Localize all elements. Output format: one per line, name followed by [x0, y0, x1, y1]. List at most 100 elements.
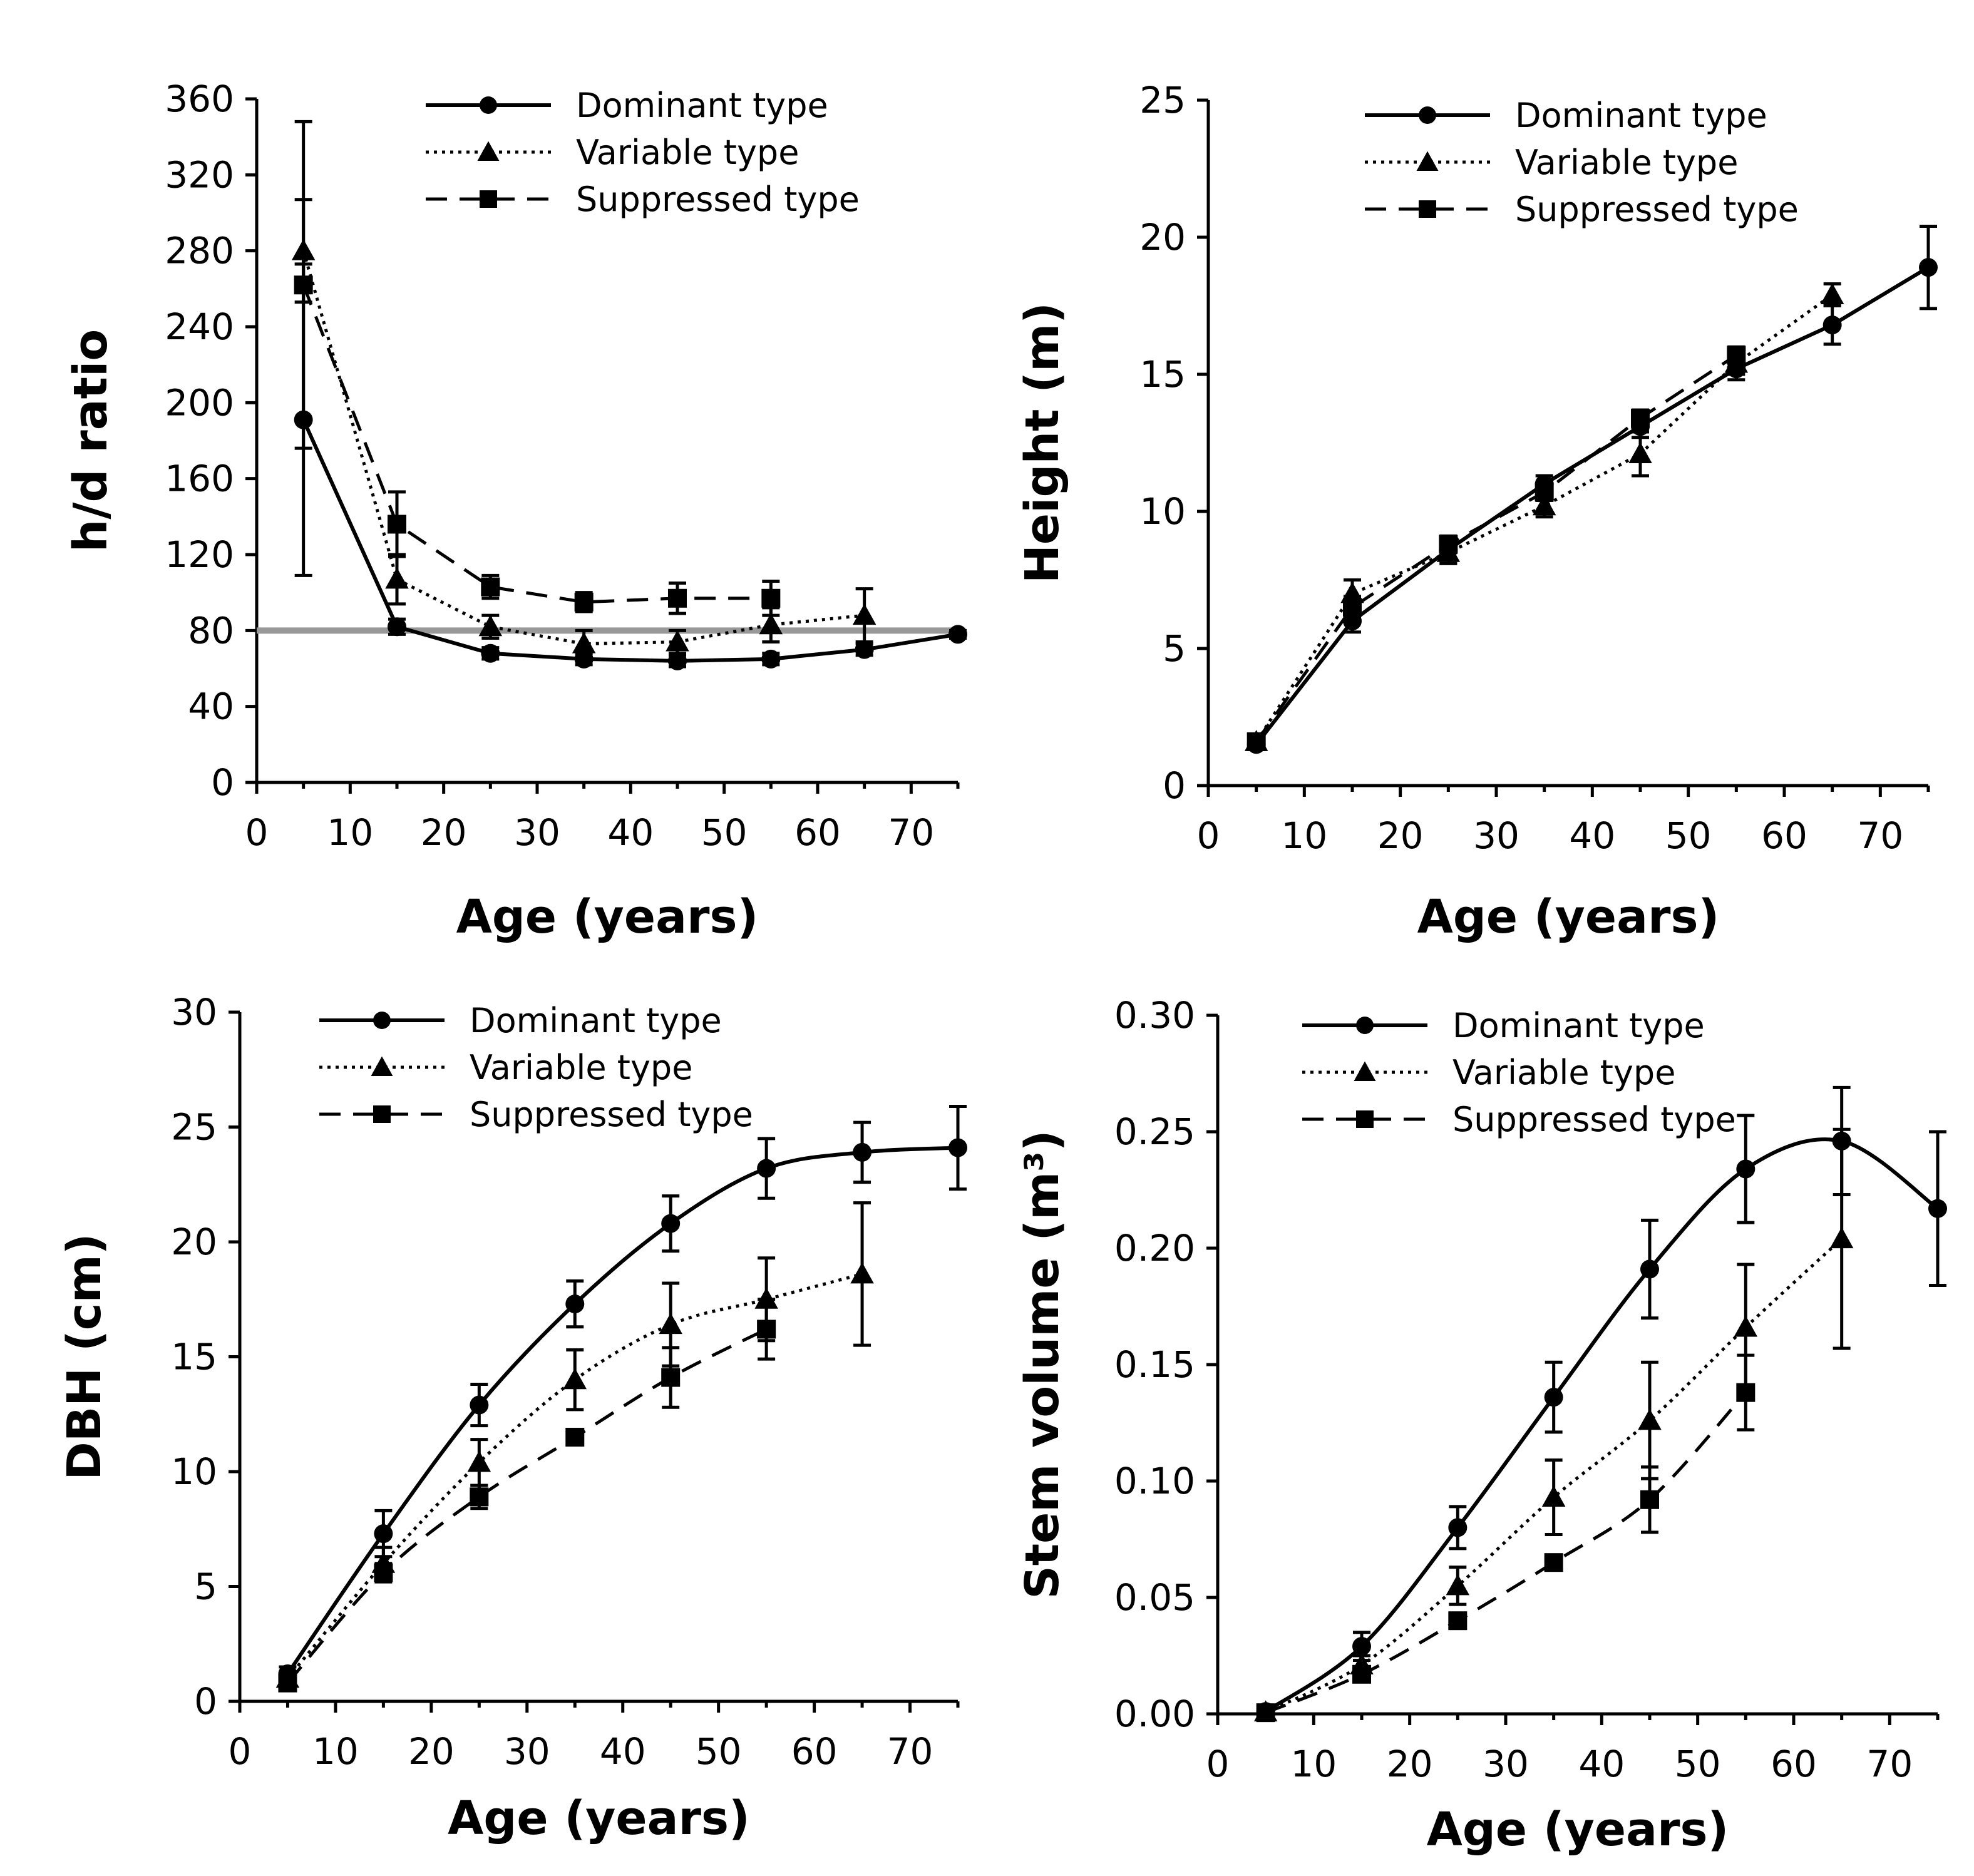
- data-point: [1736, 1159, 1756, 1179]
- legend-marker: [1419, 106, 1436, 124]
- series-line: [286, 1328, 768, 1684]
- y-tick-label: 0.00: [1114, 1693, 1195, 1735]
- data-point: [1734, 1315, 1758, 1337]
- x-axis-title: Age (years): [1417, 890, 1720, 944]
- legend-marker: [480, 190, 497, 208]
- x-tick-label: 60: [1771, 1743, 1817, 1785]
- y-tick-label: 5: [194, 1566, 217, 1608]
- x-tick-label: 0: [1197, 814, 1220, 857]
- series-triangle: [1244, 282, 1844, 751]
- series-square: [1247, 345, 1746, 751]
- legend-label: Dominant type: [1515, 96, 1767, 135]
- x-tick-label: 30: [1483, 1743, 1529, 1785]
- data-point: [948, 1138, 967, 1157]
- data-point: [481, 643, 500, 663]
- data-point: [1352, 1664, 1371, 1684]
- series-square: [1256, 1353, 1756, 1723]
- y-tick-label: 20: [171, 1221, 217, 1263]
- chart-bottom-right: 0.00 0.05 0.10 0.15 0.20 0.25 0.30 0 10 20 30 40 50 6…: [1015, 994, 1947, 1857]
- y-tick-label: 20: [1139, 216, 1186, 259]
- data-point: [855, 640, 874, 659]
- y-tick-label: 25: [171, 1106, 217, 1149]
- x-tick-label: 50: [696, 1730, 742, 1773]
- series-line: [302, 284, 771, 604]
- legend-marker: [1356, 1110, 1374, 1128]
- legend-marker: [1356, 1017, 1374, 1034]
- legend: Dominant type Variable type Suppressed typ…: [319, 1001, 753, 1134]
- data-point: [757, 1159, 776, 1178]
- data-point: [761, 588, 781, 608]
- data-point: [1446, 1574, 1470, 1596]
- x-tick-label: 0: [245, 811, 269, 854]
- data-point: [1247, 732, 1266, 751]
- data-point: [1640, 1259, 1659, 1279]
- data-point: [565, 1294, 585, 1314]
- x-tick-label: 70: [887, 1730, 933, 1773]
- data-point: [852, 603, 876, 625]
- y-tick-label: 40: [188, 685, 234, 728]
- data-point: [385, 567, 409, 589]
- data-point: [1820, 283, 1844, 304]
- data-point: [572, 632, 596, 654]
- y-axis-title: Stem volume (m³): [1015, 1130, 1069, 1599]
- data-point: [759, 613, 783, 635]
- x-tick-label: 70: [1857, 814, 1903, 857]
- legend-marker: [480, 96, 497, 114]
- data-point: [659, 1313, 682, 1335]
- y-axis-title: h/d ratio: [64, 329, 118, 552]
- data-point: [1928, 1199, 1947, 1218]
- y-tick-label: 30: [171, 991, 217, 1033]
- data-point: [470, 1395, 489, 1415]
- legend-marker: [1354, 1061, 1376, 1081]
- x-tick-label: 70: [1866, 1743, 1913, 1785]
- data-point: [278, 1673, 297, 1693]
- data-point: [1544, 1553, 1563, 1572]
- legend-label: Variable type: [470, 1048, 692, 1087]
- data-point: [294, 275, 313, 295]
- x-tick-label: 40: [1569, 814, 1615, 857]
- chart-bottom-left: 0 5 10 15 20 25 30 0 10 20 30 40 50 60 70 Age (years) DB…: [58, 991, 967, 1845]
- legend-label: Variable type: [1515, 143, 1738, 182]
- legend: Dominant type Variable type Suppressed typ…: [1365, 96, 1799, 229]
- y-tick-label: 200: [165, 381, 234, 424]
- y-tick-label: 120: [165, 533, 234, 576]
- series-line: [301, 419, 959, 663]
- data-point: [1638, 1408, 1662, 1430]
- x-tick-label: 0: [1206, 1743, 1230, 1785]
- data-point: [1448, 1518, 1468, 1537]
- data-point: [1541, 1485, 1566, 1507]
- legend: Dominant type Variable type Suppressed typ…: [426, 86, 860, 219]
- data-point: [668, 588, 687, 608]
- y-tick-label: 0.20: [1114, 1227, 1195, 1269]
- x-tick-label: 60: [794, 811, 841, 854]
- y-tick-label: 280: [165, 230, 234, 272]
- data-point: [1640, 1490, 1659, 1509]
- data-point: [481, 577, 500, 597]
- y-tick-label: 80: [188, 609, 234, 652]
- y-tick-label: 25: [1139, 79, 1186, 121]
- data-point: [374, 1563, 393, 1582]
- data-point: [565, 1427, 585, 1447]
- data-point: [478, 615, 503, 637]
- x-tick-label: 30: [504, 1730, 550, 1773]
- x-axis-title: Age (years): [1427, 1803, 1729, 1857]
- y-tick-label: 0: [1163, 764, 1186, 807]
- y-tick-label: 0.10: [1114, 1460, 1195, 1502]
- legend-marker: [1416, 151, 1439, 171]
- y-tick-label: 10: [171, 1450, 217, 1493]
- series-line: [1264, 1137, 1939, 1713]
- data-point: [563, 1368, 587, 1390]
- data-point: [948, 625, 967, 644]
- y-tick-label: 360: [165, 78, 234, 120]
- data-point: [666, 630, 689, 652]
- data-point: [1256, 1703, 1275, 1723]
- series-line: [285, 1146, 959, 1675]
- data-point: [661, 1214, 681, 1233]
- data-point: [1631, 409, 1650, 428]
- x-tick-label: 50: [1665, 814, 1712, 857]
- data-point: [388, 515, 406, 534]
- x-tick-label: 10: [1290, 1743, 1337, 1785]
- data-point: [668, 651, 687, 670]
- data-point: [388, 617, 406, 637]
- data-point: [1544, 1388, 1563, 1407]
